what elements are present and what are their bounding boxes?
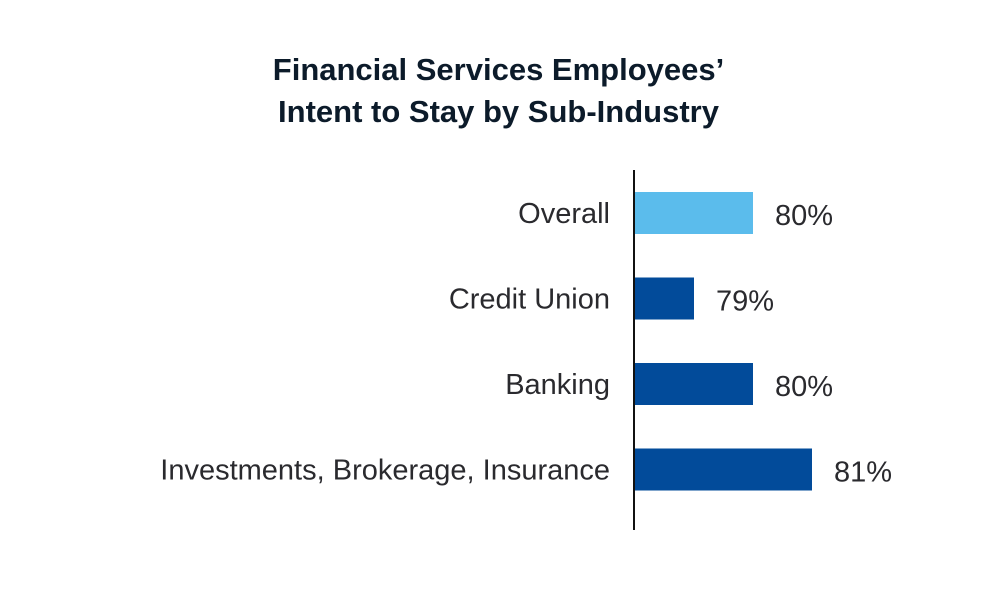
bar-investments-brokerage-insurance xyxy=(635,448,812,491)
bar-credit-union xyxy=(635,277,694,320)
category-label-credit-union: Credit Union xyxy=(449,284,610,316)
value-label-banking: 80% xyxy=(775,371,833,403)
category-label-investments-brokerage-insurance: Investments, Brokerage, Insurance xyxy=(160,455,610,487)
value-label-investments-brokerage-insurance: 81% xyxy=(834,457,892,489)
bars-group: Overall 80% Credit Union 79% Banking 80% Inves… xyxy=(160,192,892,491)
category-label-overall: Overall xyxy=(518,198,610,230)
category-label-banking: Banking xyxy=(505,369,610,401)
chart-title-line-2: Intent to Stay by Sub-Industry xyxy=(278,94,719,129)
bar-overall xyxy=(635,192,753,234)
chart-title-line-1: Financial Services Employees’ xyxy=(272,52,725,87)
bar-banking xyxy=(635,363,753,405)
value-label-credit-union: 79% xyxy=(716,286,774,318)
value-label-overall: 80% xyxy=(775,200,833,232)
